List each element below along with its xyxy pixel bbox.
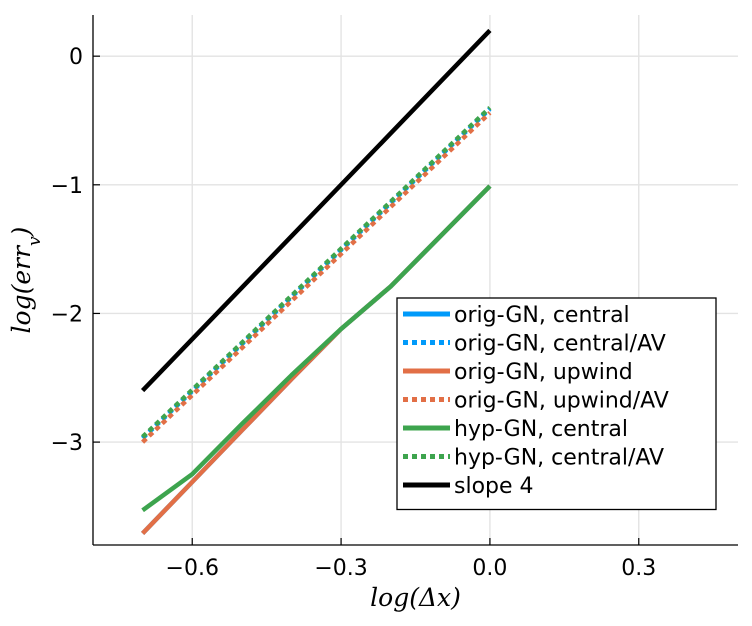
series-line-hyp-gn-central xyxy=(141,184,492,513)
y-tick-label: −3 xyxy=(51,431,83,456)
legend-label-hyp-gn-central-av: hyp-GN, central/AV xyxy=(454,446,664,471)
ticks: −0.6 −0.3 0.0 0.3 0 −1 −2 −3 xyxy=(51,45,657,581)
x-axis-label: log(Δx) xyxy=(370,583,461,612)
x-tick-label: 0.0 xyxy=(472,556,507,581)
x-tick-label: 0.3 xyxy=(621,556,656,581)
axes xyxy=(92,15,738,546)
series-line-orig-gn-upwind-av xyxy=(141,111,492,444)
legend-label-orig-gn-upwind: orig-GN, upwind xyxy=(454,360,633,385)
legend-label-slope-4: slope 4 xyxy=(454,474,534,499)
legend-label-orig-gn-upwind-av: orig-GN, upwind/AV xyxy=(454,389,669,414)
x-tick-label: −0.6 xyxy=(166,556,219,581)
y-axis-label: log(errv) xyxy=(7,227,45,334)
y-tick-label: −1 xyxy=(51,174,83,199)
legend: orig-GN, central orig-GN, central/AV orig-… xyxy=(396,297,717,511)
legend-label-orig-gn-central-av: orig-GN, central/AV xyxy=(454,332,666,357)
legend-box xyxy=(396,297,717,511)
series-line-hyp-gn-central-av xyxy=(141,105,492,439)
series-group xyxy=(140,28,492,535)
x-tick-label: −0.3 xyxy=(314,556,367,581)
legend-label-hyp-gn-central: hyp-GN, central xyxy=(454,417,628,442)
legend-label-orig-gn-central: orig-GN, central xyxy=(454,303,630,328)
y-tick-label: 0 xyxy=(69,45,83,70)
y-tick-label: −2 xyxy=(51,302,83,327)
series-line-slope-4 xyxy=(140,28,492,393)
